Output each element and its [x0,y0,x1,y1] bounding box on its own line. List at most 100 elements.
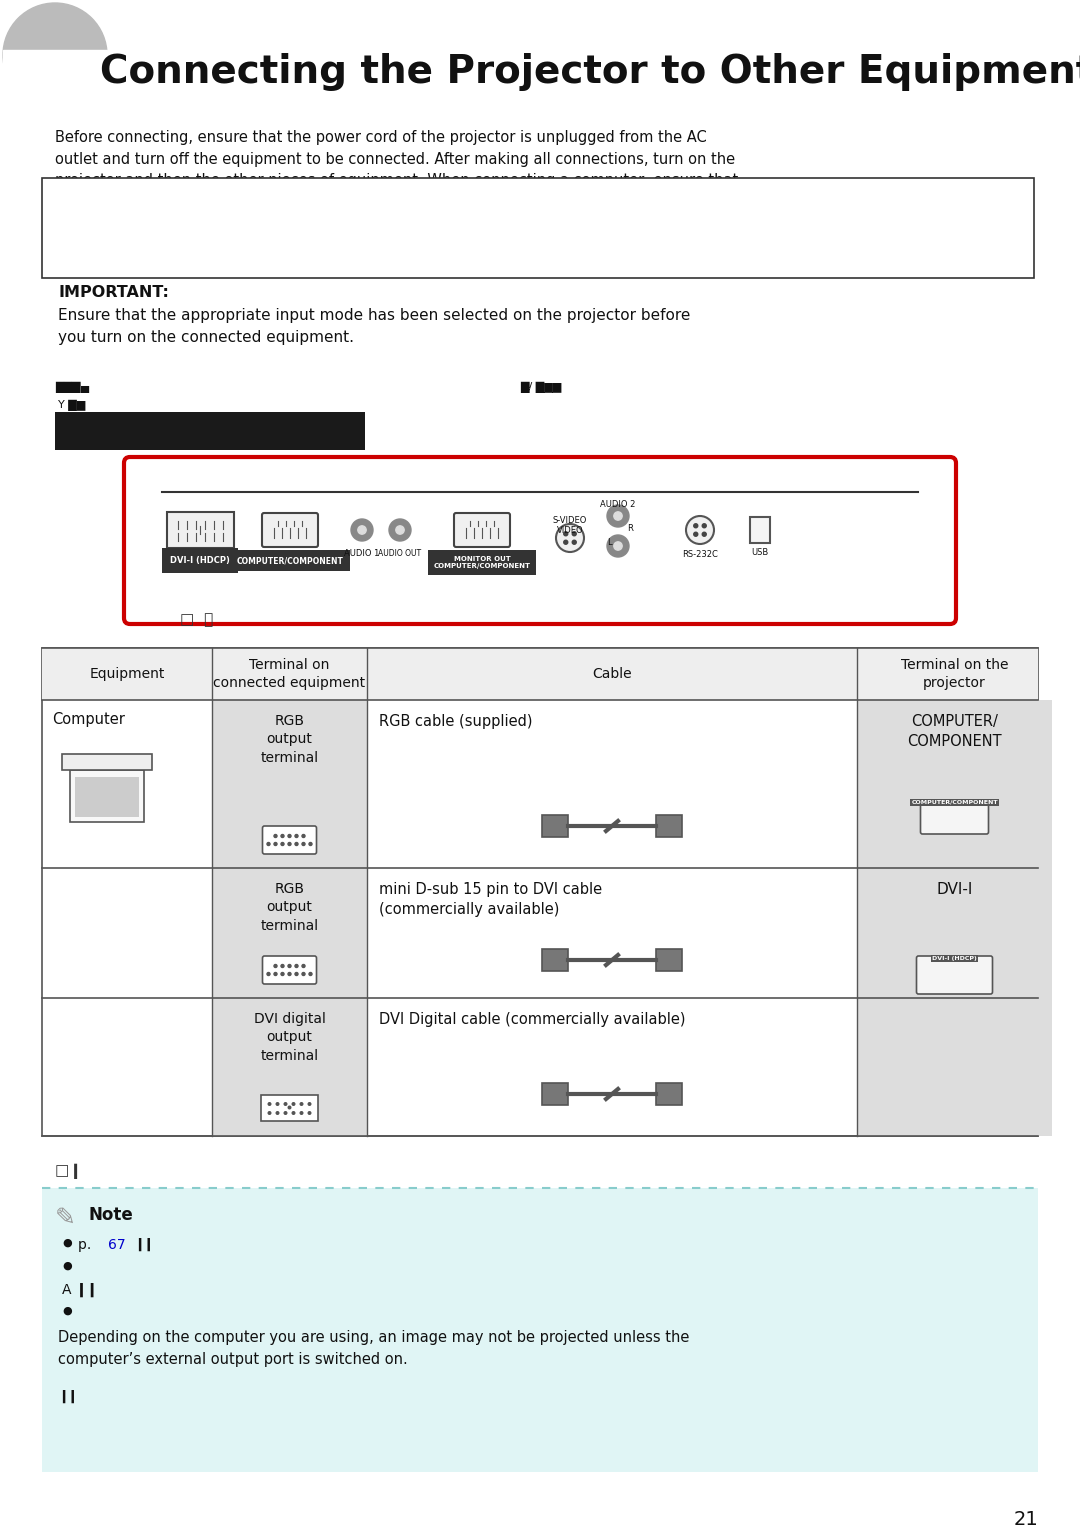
FancyBboxPatch shape [454,514,510,547]
Circle shape [288,1105,291,1109]
Text: Depending on the computer you are using, an image may not be projected unless th: Depending on the computer you are using,… [58,1330,689,1367]
Text: A  ▎▎: A ▎▎ [62,1283,102,1297]
Circle shape [308,1112,311,1115]
Circle shape [572,540,577,544]
Circle shape [302,835,305,838]
Text: █/ █▇▇: █/ █▇▇ [519,382,562,393]
Text: RGB
output
terminal: RGB output terminal [260,714,319,764]
Text: mini D-sub 15 pin to DVI cable
(commercially available): mini D-sub 15 pin to DVI cable (commerci… [379,882,603,917]
Circle shape [686,515,714,544]
Text: RGB
output
terminal: RGB output terminal [260,882,319,933]
Bar [42,648,1038,1136]
Circle shape [693,524,698,528]
Circle shape [274,972,276,976]
Text: IMPORTANT:: IMPORTANT: [58,284,168,300]
Text: □  🔒: □ 🔒 [180,612,213,627]
Circle shape [274,965,276,968]
Circle shape [284,1102,287,1105]
Circle shape [267,972,270,976]
Bar [212,868,367,998]
Text: ███▅: ███▅ [55,382,89,393]
Bar [70,771,144,823]
Text: Connecting the Projector to Other Equipment: Connecting the Projector to Other Equipm… [100,54,1080,92]
Text: L: L [607,538,611,547]
Circle shape [288,842,291,846]
Circle shape [308,1102,311,1105]
Bar [656,815,681,836]
Circle shape [281,972,284,976]
Circle shape [295,965,298,968]
Circle shape [351,518,373,541]
Circle shape [276,1102,279,1105]
Text: Computer: Computer [52,713,125,726]
Text: R: R [627,524,633,534]
Text: AUDIO 1: AUDIO 1 [345,549,380,558]
Text: 21: 21 [1013,1511,1038,1529]
Circle shape [295,842,298,846]
Text: Ensure that the appropriate input mode has been selected on the projector before: Ensure that the appropriate input mode h… [58,307,690,346]
Text: DVI digital
output
terminal: DVI digital output terminal [254,1012,325,1063]
Bar [858,700,1052,998]
Bar [42,1188,1038,1472]
Text: 67: 67 [108,1238,125,1252]
Bar [3,50,107,115]
Text: Cable: Cable [592,667,632,680]
FancyBboxPatch shape [262,826,316,855]
Circle shape [288,972,291,976]
Bar [62,754,152,771]
FancyBboxPatch shape [166,512,233,547]
Text: COMPUTER/COMPONENT: COMPUTER/COMPONENT [912,800,998,804]
Text: ●: ● [62,1261,71,1271]
Circle shape [293,1102,295,1105]
Text: ●: ● [62,1238,71,1248]
Circle shape [295,972,298,976]
Bar [55,411,365,450]
Circle shape [702,532,706,537]
Circle shape [556,524,584,552]
Circle shape [309,972,312,976]
Text: Example: Terminals of EIP-2600: Example: Terminals of EIP-2600 [135,463,419,482]
Text: DVI-I (HDCP): DVI-I (HDCP) [932,956,977,962]
FancyBboxPatch shape [262,514,318,547]
Text: ▎▎: ▎▎ [138,1238,158,1251]
Text: ▎▎: ▎▎ [62,1390,81,1404]
Text: Terminal on
connected equipment: Terminal on connected equipment [214,659,365,690]
Circle shape [281,835,284,838]
Text: ✎: ✎ [55,1206,76,1229]
Circle shape [572,532,577,535]
Text: Y █▇: Y █▇ [58,401,85,411]
Circle shape [300,1112,302,1115]
Circle shape [302,965,305,968]
Circle shape [281,965,284,968]
Circle shape [613,541,622,550]
FancyBboxPatch shape [917,956,993,994]
Circle shape [268,1112,271,1115]
Circle shape [564,532,568,535]
Bar [750,517,770,543]
Text: COMPUTER/COMPONENT: COMPUTER/COMPONENT [237,557,343,566]
Text: RS-232C: RS-232C [683,550,718,560]
Circle shape [395,526,404,534]
Text: DVI-I: DVI-I [936,882,973,898]
Text: RGB cable (supplied): RGB cable (supplied) [379,714,532,729]
Circle shape [702,524,706,528]
Text: DVI-I (HDCP): DVI-I (HDCP) [170,557,230,566]
Circle shape [288,835,291,838]
Circle shape [268,1102,271,1105]
Text: AUDIO OUT: AUDIO OUT [378,549,421,558]
Text: USB: USB [752,547,769,557]
Circle shape [281,842,284,846]
Circle shape [267,842,270,846]
Bar [656,1083,681,1105]
Bar [542,950,568,971]
Circle shape [274,842,276,846]
Text: COMPUTER/
COMPONENT: COMPUTER/ COMPONENT [907,714,1002,749]
Circle shape [389,518,411,541]
Circle shape [274,835,276,838]
Bar [42,648,1038,700]
Text: Note: Note [87,1206,133,1225]
Circle shape [564,540,568,544]
Text: S-VIDEO
VIDEO: S-VIDEO VIDEO [553,515,588,535]
Bar [75,777,139,816]
Circle shape [613,512,622,520]
